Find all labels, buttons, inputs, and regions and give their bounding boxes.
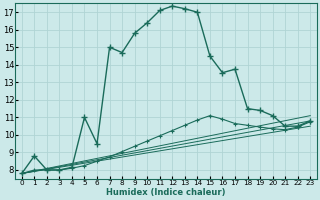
X-axis label: Humidex (Indice chaleur): Humidex (Indice chaleur) <box>106 188 226 197</box>
